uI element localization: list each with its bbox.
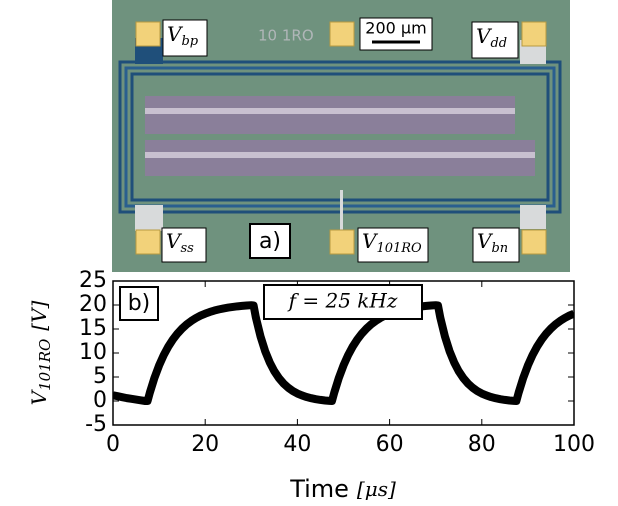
pin-label: Vdd: [476, 24, 507, 51]
pad: [135, 229, 161, 255]
trace: [520, 205, 546, 229]
pin-label-sub: bn: [491, 241, 508, 256]
y-axis-label-main: V: [27, 388, 51, 405]
label-box: [162, 19, 208, 57]
label-box: [359, 17, 433, 51]
stripe: [145, 108, 515, 114]
x-tick-label: 100: [553, 432, 595, 457]
pin-label: Vbp: [167, 22, 199, 49]
y-tick-label: 10: [79, 340, 107, 365]
x-tick-label: 20: [191, 432, 219, 457]
pad: [521, 229, 547, 255]
label-box: [357, 227, 429, 263]
pin-label: V101RO: [362, 229, 422, 256]
label-box: [471, 21, 519, 59]
y-tick-label: 20: [79, 292, 107, 317]
panel-label: a): [259, 229, 281, 254]
ring-oscillator: [145, 96, 515, 134]
pin-label-main: V: [362, 229, 379, 253]
line: [113, 301, 574, 405]
label-box: [263, 284, 423, 320]
y-axis-label-unit: [V]: [27, 300, 51, 330]
trace: [340, 190, 343, 230]
pin-label-sub: bp: [181, 34, 198, 49]
scale-bar-label: 200 µm: [365, 19, 426, 38]
x-axis-label: Time [μs]: [289, 475, 396, 503]
label-box: [161, 227, 207, 263]
x-tick-label: 80: [468, 432, 496, 457]
pin-label-sub: ss: [180, 241, 194, 256]
pin-label-main: V: [477, 229, 494, 253]
pin-label: Vbn: [477, 229, 508, 256]
y-tick-label: 15: [79, 316, 107, 341]
pad: [329, 229, 355, 255]
pin-label: Vss: [166, 229, 194, 256]
x-tick-label: 60: [376, 432, 404, 457]
y-axis-label: V101RO [V]: [27, 300, 55, 405]
label-box: [472, 227, 520, 263]
axes-frame: [112, 280, 575, 426]
y-axis-label-sub: 101RO: [36, 339, 54, 391]
x-axis-label-main: Time: [289, 475, 349, 503]
pin-label-main: V: [167, 22, 184, 46]
pin-label-main: V: [166, 229, 183, 253]
stripe: [145, 152, 535, 158]
label-box: [119, 286, 159, 321]
x-tick-label: 40: [283, 432, 311, 457]
y-tick-label: -5: [85, 412, 107, 437]
chip-name: 10 1RO: [258, 27, 314, 45]
pin-label-main: V: [476, 24, 493, 48]
pad: [521, 21, 547, 47]
y-tick-label: 25: [79, 268, 107, 293]
trace: [135, 205, 163, 231]
pin-label-sub: dd: [490, 36, 507, 51]
pin-label-sub: 101RO: [376, 241, 422, 256]
y-tick-label: 5: [93, 364, 107, 389]
annotation: f = 25 kHz: [287, 289, 398, 313]
y-tick-label: 0: [93, 388, 107, 413]
panel-label: b): [128, 291, 151, 316]
x-axis-label-unit: [μs]: [357, 477, 396, 501]
pad: [329, 21, 355, 47]
label-box: [249, 223, 291, 259]
pad: [135, 21, 161, 47]
x-tick-label: 0: [106, 432, 120, 457]
